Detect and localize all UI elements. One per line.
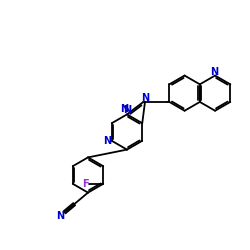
Text: F: F [82,179,88,189]
Text: N: N [103,136,111,146]
Text: N: N [123,106,131,116]
Text: N: N [210,66,218,76]
Text: N: N [141,93,149,103]
Text: N: N [56,211,64,221]
Text: N: N [120,104,128,115]
